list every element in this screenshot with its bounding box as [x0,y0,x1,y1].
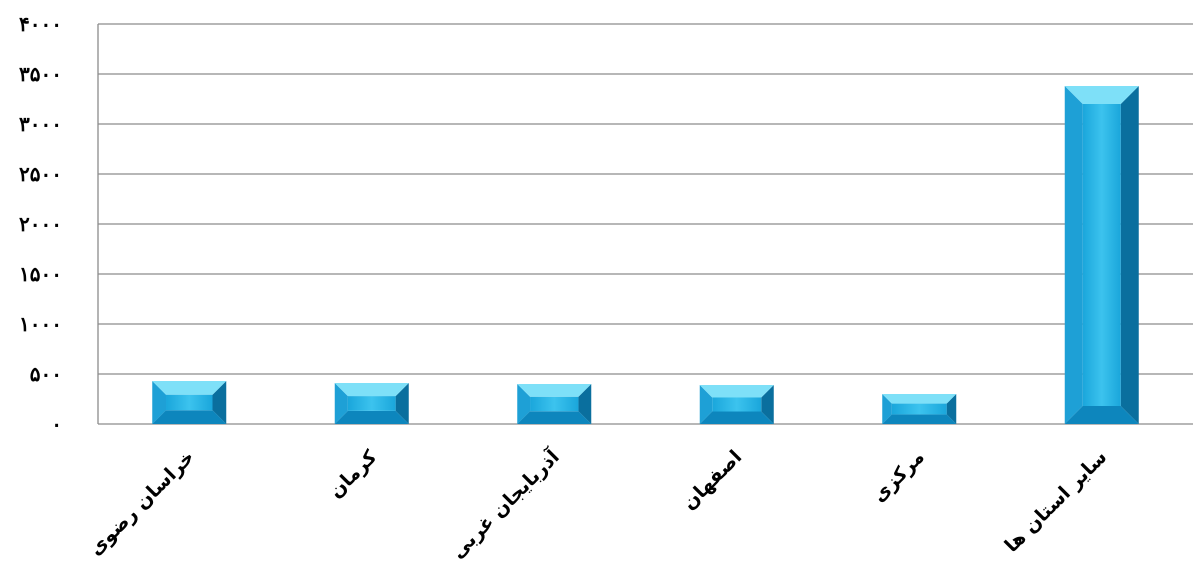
bar-bevel-right [761,385,774,424]
bar-bevel-bottom [882,414,957,424]
bar-bevel-left [517,384,531,424]
bar-bevel-bottom [1064,406,1139,424]
x-category-label: سایر استان ها [1001,446,1112,557]
bar [699,385,774,424]
x-category-label: اصفهان [678,446,746,514]
bar [882,394,957,424]
y-tick-label: ۱۵۰۰ [19,262,62,286]
bar-bevel-right [578,384,592,424]
x-category-label: آذربایجان غربی [445,444,564,563]
bar [1064,86,1139,424]
x-category-label: خراسان رضوی [85,446,199,560]
bar-bevel-left [882,394,892,424]
bar-bevel-bottom [334,410,409,424]
bar-bevel-right [946,394,957,424]
bar [334,383,409,424]
bar-bevel-top [882,394,957,404]
bar-bevel-bottom [517,411,592,424]
y-tick-label: ۲۵۰۰ [19,162,62,186]
bar-bevel-bottom [699,411,774,424]
bar-bevel-top [699,385,774,398]
bar-face [712,397,762,412]
bar [152,381,227,424]
bars [152,86,1139,424]
bar-bevel-left [699,385,713,424]
bar-bevel-left [334,383,348,424]
bar-face [347,396,396,411]
bar-face [891,403,947,415]
bar-bevel-top [334,383,409,397]
bar-bevel-right [212,381,227,424]
bar-bevel-top [1064,86,1139,104]
x-category-label: مرکزی [868,446,929,507]
bar-bevel-left [1064,86,1083,424]
bar [517,384,592,424]
bar-face [1082,104,1121,406]
bar-bevel-left [152,381,167,424]
bar-face [530,396,579,412]
x-category-label: کرمان [325,445,382,502]
bar-bevel-top [152,381,227,395]
y-tick-label: ۳۵۰۰ [19,62,62,86]
bar-bevel-right [1120,86,1139,424]
y-tick-label: ۵۰۰ [30,362,62,386]
y-tick-label: ۰ [51,412,62,436]
axes [97,24,1193,425]
y-tick-label: ۲۰۰۰ [19,212,62,236]
x-axis-category-labels: خراسان رضوی کرمان آذربایجان غربی اصفهان مرکز… [85,444,1112,563]
y-tick-label: ۳۰۰۰ [19,112,62,136]
y-axis-tick-labels: ۰ ۵۰۰ ۱۰۰۰ ۱۵۰۰ ۲۰۰۰ ۲۵۰۰ ۳۰۰۰ ۳۵۰۰ ۴۰۰۰ [19,12,62,436]
bar-bevel-right [395,383,409,424]
bar-bevel-bottom [152,410,227,424]
bar-bevel-top [517,384,592,397]
y-tick-label: ۱۰۰۰ [19,312,62,336]
bar-face [166,394,213,411]
y-tick-label: ۴۰۰۰ [19,12,62,36]
grid-lines [98,23,1193,375]
